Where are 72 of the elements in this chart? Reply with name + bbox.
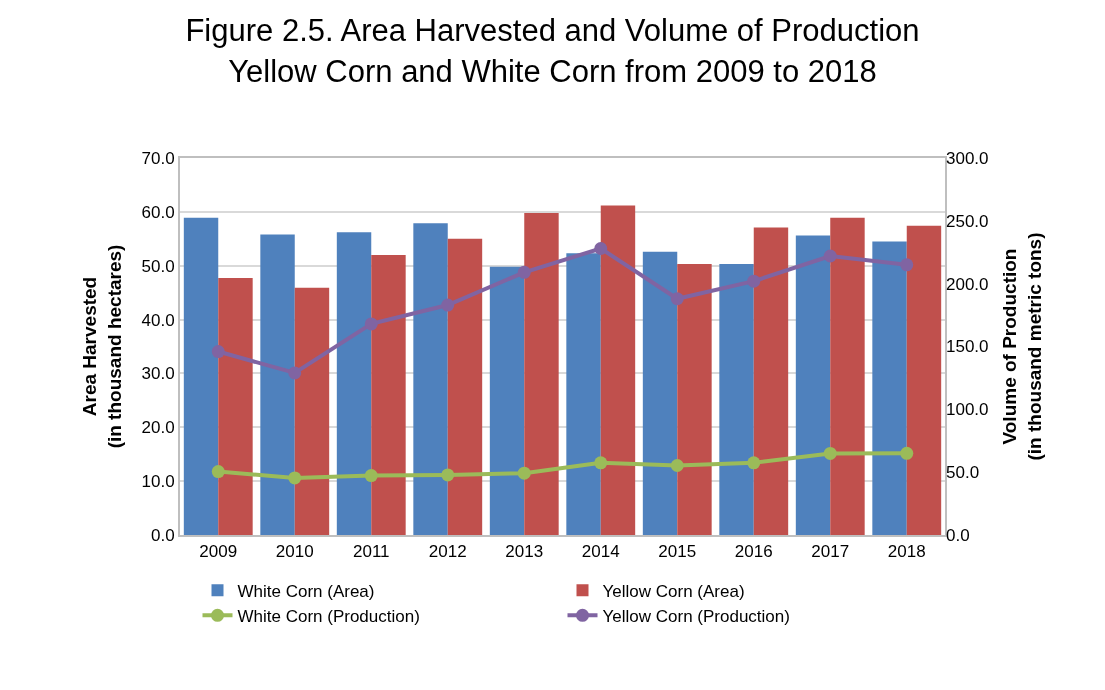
point	[288, 366, 302, 380]
point	[364, 317, 378, 331]
x-tick-label: 2011	[352, 542, 390, 562]
legend-label: Yellow Corn (Production)	[602, 606, 790, 626]
point	[288, 471, 302, 485]
y-axis-title: Area Harvested (in thousand hectares)	[79, 244, 125, 449]
point	[823, 446, 837, 460]
bar	[753, 227, 789, 535]
bar	[795, 235, 831, 535]
bar	[600, 205, 636, 535]
y2-tick-label: 150.0	[946, 337, 989, 357]
point	[670, 292, 684, 306]
bar	[906, 225, 942, 535]
bar	[336, 232, 372, 535]
y-tick-label: 60.0	[141, 202, 175, 222]
point	[900, 258, 914, 272]
y2-axis-title: Volume of Production (in thousand metric tons)	[999, 232, 1046, 461]
x-tick-label: 2010	[275, 542, 314, 562]
y2-tick-label: 300.0	[946, 148, 989, 168]
legend-label: White Corn (Production)	[237, 606, 420, 626]
y2-tick-label: 100.0	[946, 400, 989, 420]
y-tick-label: 70.0	[141, 148, 175, 168]
x-tick-label: 2016	[734, 542, 773, 562]
y-tick-label: 40.0	[141, 310, 175, 330]
point	[441, 298, 455, 312]
y-tick-label: 0.0	[150, 525, 175, 545]
y2-tick-label: 250.0	[946, 211, 989, 231]
point	[517, 265, 531, 279]
x-tick-label: 2009	[199, 542, 238, 562]
y-tick-label: 20.0	[141, 418, 175, 438]
point	[747, 274, 761, 288]
y2-tick-label: 50.0	[946, 463, 980, 483]
bar	[260, 234, 295, 535]
bar	[719, 264, 754, 535]
bar	[489, 266, 525, 535]
bar	[524, 212, 559, 535]
x-tick-label: 2017	[811, 542, 850, 562]
x-tick-label: 2012	[428, 542, 467, 562]
bar	[872, 241, 907, 535]
point	[670, 459, 684, 472]
point	[517, 466, 531, 480]
bar	[447, 238, 483, 535]
x-tick-label: 2013	[505, 542, 544, 562]
bar	[371, 254, 406, 535]
bar	[566, 253, 601, 535]
bar	[413, 223, 448, 535]
bar	[642, 251, 678, 535]
point	[364, 469, 378, 483]
point	[594, 241, 608, 255]
point	[900, 446, 914, 460]
bar	[218, 278, 253, 535]
bar	[677, 264, 712, 535]
y-tick-label: 30.0	[141, 364, 175, 384]
point	[441, 468, 455, 482]
x-tick-label: 2018	[887, 542, 926, 562]
point	[747, 456, 761, 470]
point	[211, 465, 225, 479]
legend-label: White Corn (Area)	[237, 581, 375, 601]
x-tick-label: 2015	[658, 542, 697, 562]
y-tick-label: 50.0	[141, 256, 175, 276]
point	[211, 345, 225, 359]
bar	[294, 287, 330, 535]
point	[594, 456, 608, 470]
x-tick-label: 2014	[581, 542, 620, 562]
bar	[830, 217, 865, 535]
legend-label: Yellow Corn (Area)	[602, 581, 745, 601]
y-tick-label: 10.0	[141, 472, 175, 492]
bar	[183, 217, 219, 535]
chart-title: Figure 2.5. Area Harvested and Volume of Production Yellow Corn and White Corn from 2009 to 2018	[185, 13, 920, 89]
y2-tick-label: 0.0	[946, 525, 970, 545]
y2-tick-label: 200.0	[946, 274, 989, 294]
point	[823, 249, 837, 263]
